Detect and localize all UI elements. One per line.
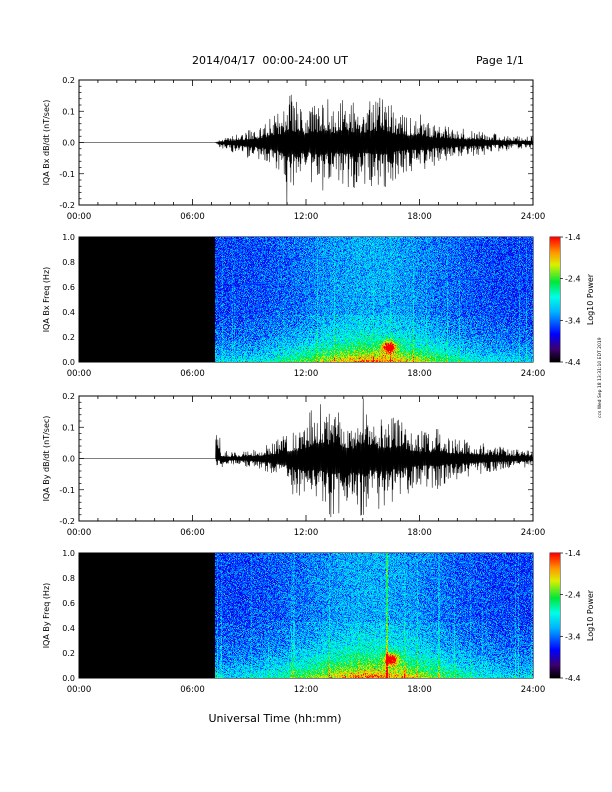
data-series-line (79, 398, 534, 518)
y-tick-label: 0.1 (62, 107, 75, 116)
x-tick-label: 12:00 (294, 212, 319, 222)
y-tick-label: 0.0 (62, 455, 75, 464)
y-tick-label: 0.1 (62, 423, 75, 432)
y-axis-label: IQA Bx dB/dt (nT/sec) (42, 100, 51, 186)
x-axis-title: Universal Time (hh:mm) (209, 712, 342, 725)
x-tick-label: 12:00 (294, 528, 319, 538)
x-tick-label: 24:00 (521, 528, 546, 538)
x-tick-label: 06:00 (180, 528, 205, 538)
y-tick-label: 0.8 (62, 258, 75, 267)
colorbar-tick-label: -3.4 (565, 632, 581, 641)
x-tick-label: 06:00 (180, 685, 205, 695)
y-tick-label: 0.2 (62, 333, 75, 342)
y-tick-label: 0.2 (62, 76, 75, 85)
colorbar-label: Log10 Power (586, 273, 595, 325)
y-tick-label: 0.0 (62, 674, 75, 683)
colorbar-gradient (550, 553, 560, 678)
x-tick-label: 06:00 (180, 212, 205, 222)
x-tick-label: 06:00 (180, 369, 205, 379)
y-tick-label: 0.6 (62, 283, 75, 292)
page-indicator: Page 1/1 (476, 54, 524, 67)
y-axis-label: IQA Bx Freq (Hz) (42, 267, 51, 333)
colorbar-tick-label: -1.4 (565, 233, 581, 242)
x-tick-label: 00:00 (67, 212, 92, 222)
colorbar-tick-label: -2.4 (565, 591, 581, 600)
x-tick-label: 18:00 (407, 369, 432, 379)
x-tick-label: 00:00 (67, 528, 92, 538)
x-tick-label: 00:00 (67, 369, 92, 379)
colorbar-tick-label: -3.4 (565, 316, 581, 325)
spectrogram-image (79, 553, 533, 678)
plot-title: 2014/04/17 00:00-24:00 UT (192, 54, 349, 67)
colorbar-tick-label: -1.4 (565, 549, 581, 558)
y-tick-label: 1.0 (62, 549, 75, 558)
y-tick-label: -0.1 (59, 486, 75, 495)
y-axis-label: IQA By dB/dt (nT/sec) (42, 416, 51, 502)
x-tick-label: 18:00 (407, 212, 432, 222)
colorbar-tick-label: -4.4 (565, 358, 581, 367)
x-tick-label: 24:00 (521, 212, 546, 222)
colorbar-label: Log10 Power (586, 589, 595, 641)
x-tick-label: 18:00 (407, 528, 432, 538)
y-tick-label: -0.2 (59, 517, 75, 526)
y-tick-label: 0.6 (62, 599, 75, 608)
y-tick-label: 0.2 (62, 649, 75, 658)
x-tick-label: 24:00 (521, 369, 546, 379)
y-tick-label: 0.8 (62, 574, 75, 583)
x-tick-label: 12:00 (294, 685, 319, 695)
x-tick-label: 00:00 (67, 685, 92, 695)
y-tick-label: -0.2 (59, 201, 75, 210)
y-tick-label: 0.4 (62, 308, 75, 317)
colorbar-tick-label: -4.4 (565, 674, 581, 683)
y-tick-label: 0.4 (62, 624, 75, 633)
y-tick-label: 1.0 (62, 233, 75, 242)
y-tick-label: -0.1 (59, 170, 75, 179)
y-tick-label: 0.0 (62, 358, 75, 367)
x-tick-label: 24:00 (521, 685, 546, 695)
y-tick-label: 0.2 (62, 392, 75, 401)
x-tick-label: 12:00 (294, 369, 319, 379)
y-tick-label: 0.0 (62, 139, 75, 148)
data-series-line (79, 94, 534, 205)
spectrogram-image (79, 237, 533, 362)
y-axis-label: IQA By Freq (Hz) (42, 583, 51, 649)
colorbar-tick-label: -2.4 (565, 275, 581, 284)
x-tick-label: 18:00 (407, 685, 432, 695)
colorbar-gradient (550, 237, 560, 362)
